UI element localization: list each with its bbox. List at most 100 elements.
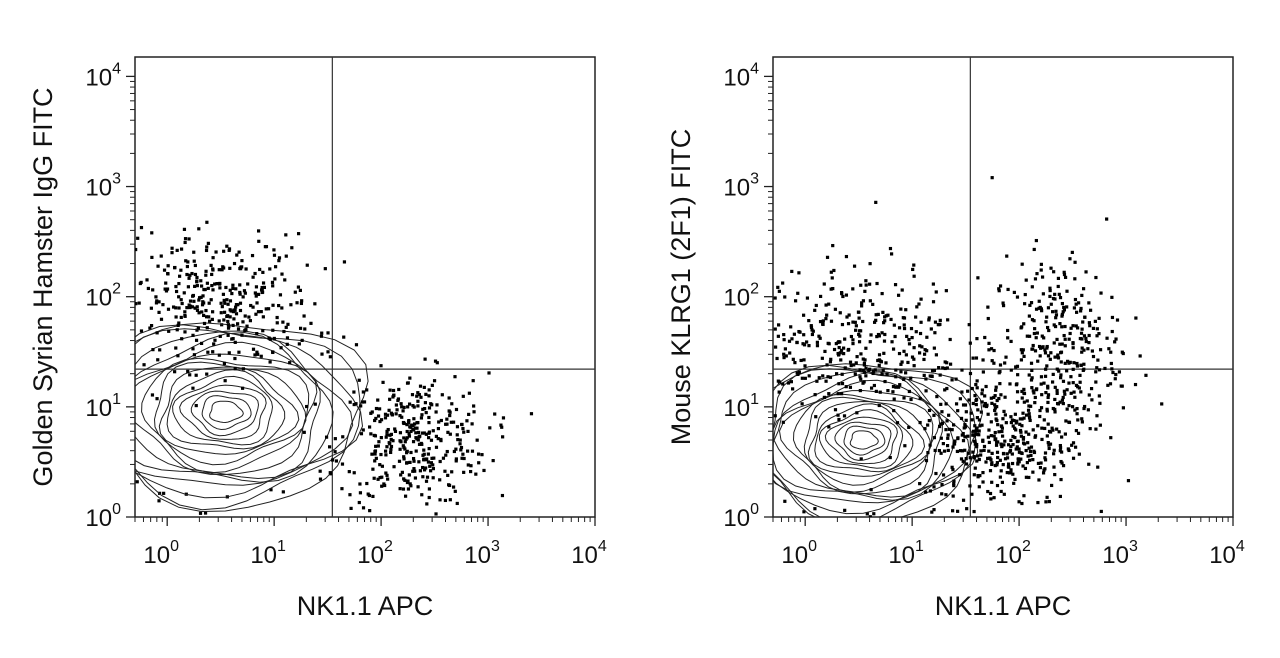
event-dot — [1074, 428, 1078, 433]
event-dot — [272, 248, 276, 252]
event-dot — [200, 310, 204, 314]
event-dot — [940, 410, 944, 414]
event-dot — [319, 334, 324, 338]
event-dot — [817, 376, 821, 380]
event-dot — [861, 368, 865, 372]
event-dot — [400, 470, 404, 474]
event-dot — [792, 332, 796, 336]
event-dot — [1081, 368, 1085, 372]
event-dot — [222, 266, 226, 270]
event-dot — [1056, 284, 1060, 289]
event-dot — [883, 379, 887, 384]
event-dot — [1027, 404, 1031, 408]
event-dot — [228, 288, 232, 292]
event-dot — [978, 473, 982, 478]
event-dot — [971, 433, 975, 437]
event-dot — [222, 310, 227, 314]
event-dot — [295, 301, 299, 305]
event-dot — [413, 426, 417, 430]
event-dot — [1080, 417, 1084, 421]
event-dot — [173, 370, 177, 374]
event-dot — [405, 381, 410, 385]
event-dot — [932, 346, 936, 350]
event-dot — [1017, 450, 1022, 454]
population-2 — [123, 220, 347, 408]
event-dot — [1059, 477, 1063, 482]
density-contour — [773, 364, 977, 517]
event-dot — [279, 346, 283, 350]
event-dot — [1033, 401, 1037, 405]
event-dot — [917, 302, 921, 306]
event-dot — [183, 330, 187, 334]
event-dot — [194, 373, 198, 377]
event-dot — [868, 262, 872, 266]
event-dot — [993, 463, 997, 468]
event-dot — [880, 291, 884, 296]
event-dot — [171, 305, 176, 309]
event-dot — [802, 510, 806, 514]
event-dot — [863, 370, 867, 374]
event-dot — [1068, 331, 1072, 336]
event-dot — [419, 441, 423, 446]
event-dot — [1061, 310, 1065, 314]
event-dot — [225, 314, 229, 319]
event-dot — [1110, 315, 1115, 320]
event-dot — [358, 491, 363, 495]
event-dot — [968, 341, 972, 345]
event-dot — [901, 316, 905, 320]
event-dot — [1044, 500, 1048, 504]
event-dot — [1059, 459, 1063, 464]
event-dot — [1073, 297, 1078, 302]
event-dot — [300, 299, 304, 303]
event-dot — [1030, 376, 1034, 380]
event-dot — [361, 390, 365, 394]
event-dot — [218, 281, 222, 286]
event-dot — [960, 390, 964, 394]
event-dot — [998, 382, 1002, 386]
event-dot — [1043, 348, 1047, 352]
event-dot — [1073, 395, 1077, 399]
event-dot — [373, 434, 378, 438]
event-dot — [217, 353, 221, 357]
event-dot — [805, 296, 810, 300]
event-dot — [266, 307, 271, 311]
event-dot — [1039, 262, 1043, 266]
event-dot — [1013, 477, 1017, 481]
event-dot — [1006, 328, 1010, 333]
event-dot — [1011, 472, 1015, 476]
event-dot — [389, 437, 393, 442]
event-dot — [905, 334, 909, 338]
event-dot — [1091, 326, 1096, 330]
event-dot — [1095, 366, 1099, 370]
event-dot — [970, 386, 974, 391]
density-contour — [803, 396, 932, 486]
event-dot — [381, 380, 385, 384]
event-dot — [403, 440, 407, 444]
event-dot — [174, 346, 178, 350]
event-dot — [209, 263, 213, 268]
event-dot — [135, 261, 136, 265]
event-dot — [192, 353, 197, 357]
event-dot — [1046, 400, 1050, 405]
event-dot — [912, 346, 916, 350]
event-dot — [249, 303, 253, 308]
event-dot — [125, 354, 128, 357]
event-dot — [305, 404, 309, 409]
event-dot — [202, 321, 207, 326]
event-dot — [839, 358, 843, 362]
event-dot — [247, 315, 251, 319]
event-dot — [280, 272, 284, 276]
event-dot — [868, 340, 872, 344]
event-dot — [987, 449, 991, 453]
event-dot — [1069, 375, 1073, 379]
event-dot — [385, 473, 389, 477]
event-dot — [1065, 369, 1069, 373]
event-dot — [972, 454, 976, 459]
event-dot — [1138, 354, 1142, 358]
event-dot — [123, 302, 126, 305]
event-dot — [914, 330, 918, 334]
event-dot — [998, 458, 1002, 462]
event-dot — [191, 333, 195, 337]
event-dot — [1120, 350, 1124, 354]
